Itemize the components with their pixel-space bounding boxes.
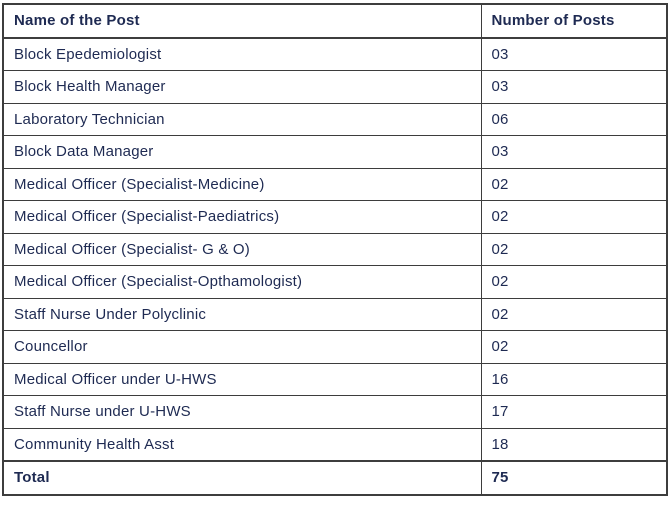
post-count-cell: 17 <box>480 395 668 429</box>
post-name-cell: Laboratory Technician <box>2 102 482 136</box>
table-row: Community Health Asst 18 <box>2 427 668 462</box>
post-name-cell: Medical Officer (Specialist- G & O) <box>2 232 482 266</box>
post-count-cell: 02 <box>480 330 668 364</box>
post-name-cell: Community Health Asst <box>2 427 482 462</box>
post-name-cell: Medical Officer (Specialist-Opthamologis… <box>2 265 482 299</box>
post-count-cell: 02 <box>480 297 668 331</box>
table-body: Block Epedemiologist 03 Block Health Manag… <box>2 37 668 462</box>
total-value: 75 <box>480 460 668 495</box>
post-count-cell: 06 <box>480 102 668 136</box>
post-name-cell: Medical Officer under U-HWS <box>2 362 482 396</box>
total-label: Total <box>2 460 482 495</box>
table-header-row: Name of the Post Number of Posts <box>2 3 668 39</box>
post-name-cell: Staff Nurse Under Polyclinic <box>2 297 482 331</box>
post-count-cell: 18 <box>480 427 668 462</box>
vacancy-posts-table: Name of the Post Number of Posts Block E… <box>2 3 668 496</box>
post-count-cell: 02 <box>480 167 668 201</box>
total-row: Total 75 <box>2 460 668 495</box>
post-name-cell: Medical Officer (Specialist-Medicine) <box>2 167 482 201</box>
post-count-cell: 02 <box>480 200 668 234</box>
table-row: Councellor 02 <box>2 330 668 364</box>
post-name-cell: Medical Officer (Specialist-Paediatrics) <box>2 200 482 234</box>
post-name-cell: Block Health Manager <box>2 70 482 104</box>
table-row: Block Epedemiologist 03 <box>2 37 668 71</box>
table-row: Staff Nurse under U-HWS 17 <box>2 395 668 429</box>
table-row: Block Data Manager 03 <box>2 135 668 169</box>
table-row: Medical Officer (Specialist- G & O) 02 <box>2 232 668 266</box>
table-row: Block Health Manager 03 <box>2 70 668 104</box>
post-name-cell: Block Data Manager <box>2 135 482 169</box>
table-row: Medical Officer under U-HWS 16 <box>2 362 668 396</box>
post-count-cell: 03 <box>480 135 668 169</box>
table-row: Medical Officer (Specialist-Paediatrics)… <box>2 200 668 234</box>
column-header-post-count: Number of Posts <box>480 3 668 39</box>
post-name-cell: Staff Nurse under U-HWS <box>2 395 482 429</box>
post-count-cell: 16 <box>480 362 668 396</box>
post-name-cell: Block Epedemiologist <box>2 37 482 71</box>
table-row: Medical Officer (Specialist-Medicine) 02 <box>2 167 668 201</box>
post-count-cell: 03 <box>480 37 668 71</box>
table-row: Laboratory Technician 06 <box>2 102 668 136</box>
post-count-cell: 02 <box>480 232 668 266</box>
post-name-cell: Councellor <box>2 330 482 364</box>
post-count-cell: 03 <box>480 70 668 104</box>
post-count-cell: 02 <box>480 265 668 299</box>
table-row: Medical Officer (Specialist-Opthamologis… <box>2 265 668 299</box>
table-row: Staff Nurse Under Polyclinic 02 <box>2 297 668 331</box>
column-header-post-name: Name of the Post <box>2 3 482 39</box>
